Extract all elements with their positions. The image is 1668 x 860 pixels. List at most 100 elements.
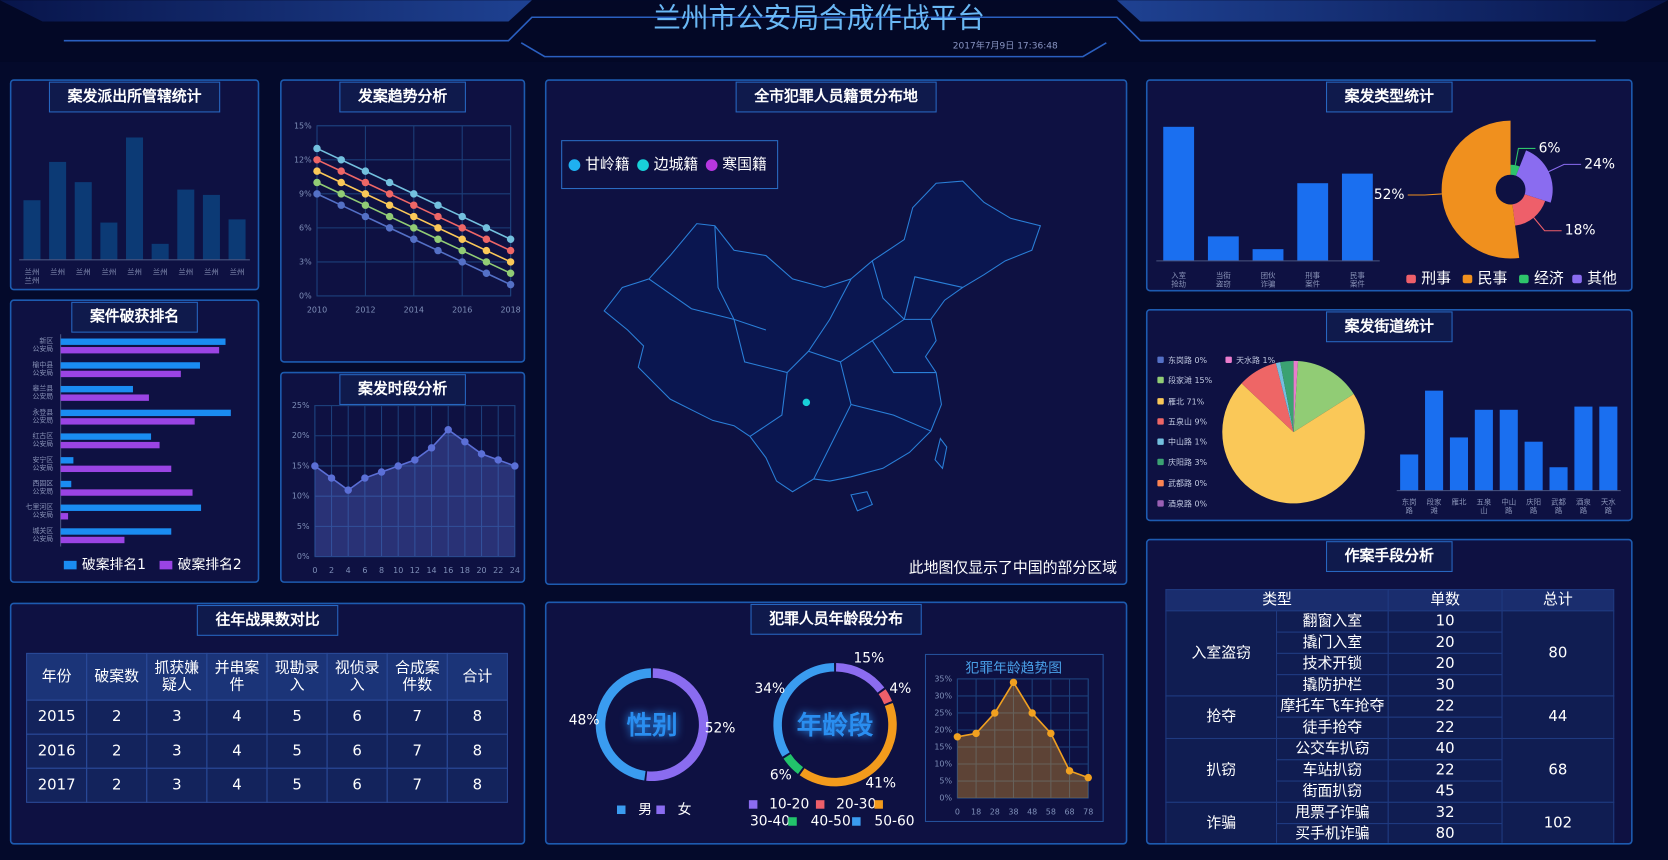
legend-value: 0% (1194, 355, 1207, 364)
donut-segment (799, 702, 897, 787)
panel-title: 案发街道统计 (1344, 317, 1434, 335)
cell-text: 入室盗窃 (1191, 643, 1251, 661)
panel-title: 往年战果数对比 (215, 610, 319, 628)
point (361, 190, 370, 198)
x-tick-label: 路 (1405, 505, 1413, 515)
cell-text: 30 (1436, 675, 1455, 693)
cell (1501, 695, 1615, 740)
header-cell (326, 652, 388, 701)
cell-text: 6 (352, 741, 361, 759)
header: 兰州市公安局合成作战平台 2017年7月9日 17:36:48 (0, 0, 1668, 62)
leader-line (1548, 163, 1582, 173)
y-tick-label: 15% (294, 121, 312, 130)
point (482, 258, 491, 266)
cell (206, 733, 268, 769)
cell (206, 699, 268, 735)
x-tick-label: 中山 (1501, 496, 1516, 506)
province-lines (648, 225, 963, 480)
cell-text: 80 (1436, 824, 1455, 842)
y-tick-label: 红古区 (32, 431, 53, 440)
bar (1549, 467, 1568, 491)
y-tick-label: 25% (292, 401, 310, 410)
cell-text: 诈骗 (1206, 814, 1236, 832)
x-tick-label: 兰州 (76, 267, 91, 277)
cell-text: 7 (413, 707, 422, 725)
cell-text: 3 (172, 707, 181, 725)
rose-segment (1512, 194, 1546, 226)
point (410, 235, 418, 243)
panel-title: 案发类型统计 (1344, 87, 1434, 105)
page-title: 兰州市公安局合成作战平台 (653, 1, 985, 34)
legend-label: 酒泉路 0% (1168, 498, 1208, 508)
bar (1599, 406, 1618, 491)
header-text: 视侦录 (335, 658, 380, 676)
x-tick-label: 诈骗 (1261, 278, 1276, 288)
cell-text: 68 (1548, 760, 1567, 778)
legend-value: 0% (1194, 479, 1207, 488)
legend-marker (568, 159, 581, 171)
legend-value: 1% (1194, 437, 1207, 446)
point (506, 280, 515, 289)
cell-text: 80 (1548, 643, 1567, 661)
point (477, 450, 486, 458)
x-tick-label: 案件 (1350, 278, 1365, 288)
center-label: 年龄段 (797, 711, 874, 741)
x-tick-label: 兰州 (230, 267, 245, 277)
legend-value: 0% (1194, 499, 1207, 508)
legend-name: 武都路 (1168, 478, 1192, 488)
point (458, 224, 466, 232)
header-text: 破案数 (94, 667, 139, 685)
bar (60, 347, 220, 354)
panel-title: 案件破获排名 (89, 307, 179, 325)
legend-label: 破案排名1 (82, 556, 146, 573)
point (482, 235, 491, 243)
x-tick-label: 20 (476, 566, 486, 575)
panel (280, 371, 526, 583)
bar (126, 137, 144, 260)
point (344, 486, 352, 494)
cell-text: 单数 (1430, 590, 1460, 608)
bar (60, 504, 202, 511)
x-tick-label: 民事 (1350, 270, 1365, 280)
y-tick-label: 西固区 (32, 480, 53, 488)
panel-title-box (196, 604, 339, 636)
point (394, 462, 402, 470)
bar (60, 433, 152, 440)
bar (228, 219, 246, 260)
x-tick-label: 刑事 (1305, 270, 1320, 280)
point (327, 474, 336, 482)
legend-swatch (874, 800, 883, 809)
point (461, 438, 469, 446)
legend-swatch (1157, 438, 1164, 445)
header-text: 件数 (402, 675, 432, 693)
legend-name: 中山路 (1168, 436, 1192, 446)
point (385, 212, 394, 221)
y-tick-label: 0% (299, 291, 312, 300)
x-tick-label: 团伙 (1261, 271, 1276, 280)
legend-label: 天水路 1% (1236, 354, 1276, 364)
legend-label: 武都路 0% (1168, 478, 1208, 488)
bar (151, 243, 169, 260)
bar (60, 385, 133, 393)
x-tick-label: 盗窃 (1216, 278, 1231, 288)
x-tick-label: 16 (443, 566, 453, 575)
point (385, 224, 394, 232)
point (482, 246, 491, 255)
area (957, 682, 1089, 799)
legend-label: 甘岭籍 (585, 155, 630, 173)
value-label: 34% (754, 681, 785, 697)
bar (60, 489, 193, 496)
x-tick-label: 兰州 (25, 267, 40, 277)
x-tick-label: 兰州 (178, 267, 193, 277)
bar (1207, 236, 1239, 261)
bar (60, 418, 195, 425)
cell-text: 翻窗入室 (1303, 611, 1363, 629)
panel-title-box (735, 81, 937, 113)
header-text: 抓获嫌 (155, 658, 200, 676)
x-tick-label: 当街 (1216, 270, 1231, 280)
point (1084, 773, 1092, 782)
value-label: 18% (1565, 223, 1596, 239)
bar (60, 370, 181, 378)
bar (60, 362, 200, 369)
x-tick-label: 五泉 (1476, 496, 1491, 506)
